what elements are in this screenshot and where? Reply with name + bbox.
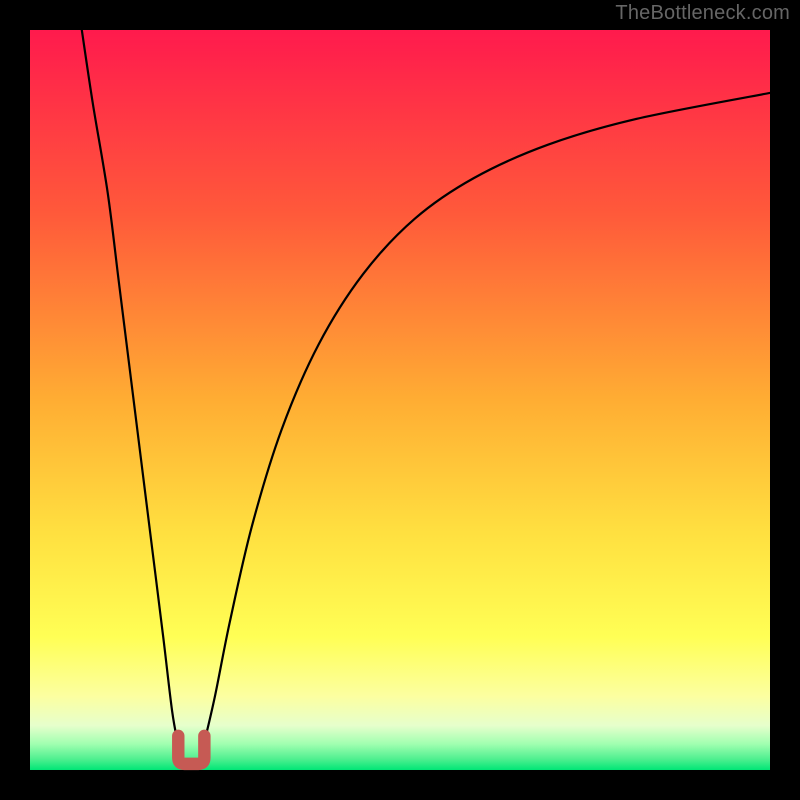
bottleneck-chart [0,0,800,800]
watermark-text: TheBottleneck.com [615,2,790,25]
gradient-background [30,30,770,770]
